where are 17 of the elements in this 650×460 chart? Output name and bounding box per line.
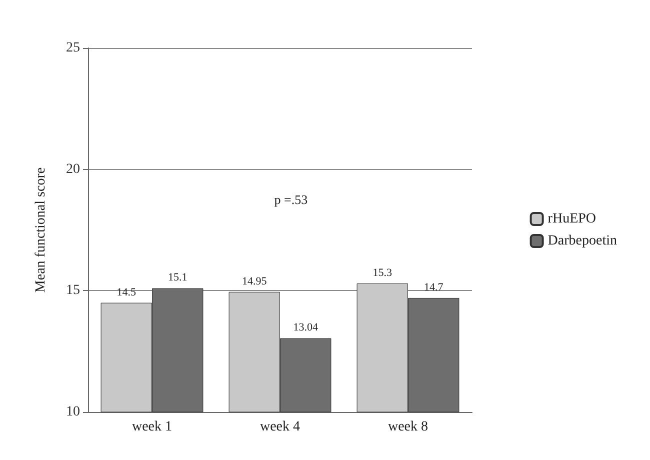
y-tick-label: 15: [66, 283, 80, 298]
data-label: 15.3: [372, 266, 393, 279]
data-label: 15.1: [168, 272, 188, 284]
legend-label: Darbepoetin: [548, 234, 618, 248]
legend-label: rHuEPO: [548, 212, 596, 226]
y-tick-label: 20: [66, 162, 80, 177]
y-tick-label: 10: [66, 404, 80, 420]
y-axis-title: Mean functional score: [34, 167, 48, 293]
data-label: 13.04: [293, 322, 318, 334]
x-tick-label: week 1: [132, 420, 172, 434]
data-label: 14.7: [424, 281, 444, 294]
x-tick-label: week 8: [388, 420, 428, 434]
data-label: 14.95: [242, 275, 268, 288]
x-tick-label: week 4: [260, 420, 300, 434]
y-tick-label: 25: [66, 40, 80, 56]
data-label: 14.5: [116, 286, 137, 298]
annotation: p =.53: [274, 192, 308, 207]
